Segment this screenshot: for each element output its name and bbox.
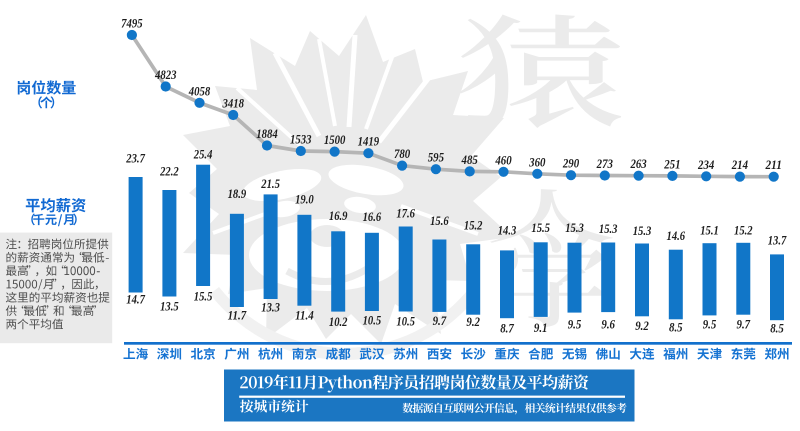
svg-text:4058: 4058 — [188, 83, 211, 98]
svg-text:17.6: 17.6 — [396, 205, 415, 220]
svg-text:251: 251 — [663, 156, 680, 171]
svg-text:1500: 1500 — [324, 132, 346, 147]
svg-text:13.5: 13.5 — [160, 298, 179, 313]
svg-text:9.2: 9.2 — [466, 314, 480, 329]
svg-text:10.2: 10.2 — [329, 314, 348, 329]
svg-text:15.1: 15.1 — [700, 223, 719, 238]
svg-text:211: 211 — [765, 157, 782, 172]
svg-text:10.5: 10.5 — [363, 313, 382, 328]
svg-text:18.9: 18.9 — [228, 186, 247, 201]
svg-text:13.3: 13.3 — [261, 300, 280, 315]
svg-text:15.2: 15.2 — [464, 218, 483, 233]
svg-text:10.5: 10.5 — [396, 313, 415, 328]
svg-text:595: 595 — [428, 150, 445, 165]
svg-text:21.5: 21.5 — [260, 176, 280, 191]
svg-text:3418: 3418 — [222, 96, 245, 111]
svg-text:15.5: 15.5 — [194, 289, 213, 304]
svg-text:1533: 1533 — [290, 132, 312, 147]
svg-text:15.5: 15.5 — [531, 220, 550, 235]
svg-text:234: 234 — [697, 157, 715, 172]
svg-text:263: 263 — [630, 156, 648, 171]
svg-text:14.6: 14.6 — [667, 228, 686, 243]
svg-text:19.0: 19.0 — [295, 192, 314, 207]
svg-text:8.5: 8.5 — [669, 320, 683, 335]
svg-text:13.7: 13.7 — [768, 232, 787, 247]
svg-text:25.4: 25.4 — [193, 146, 213, 161]
svg-text:15.2: 15.2 — [734, 223, 753, 238]
svg-text:4823: 4823 — [154, 67, 177, 82]
svg-text:8.7: 8.7 — [500, 321, 514, 336]
svg-text:9.2: 9.2 — [635, 318, 649, 333]
svg-text:460: 460 — [495, 152, 513, 167]
svg-text:11.4: 11.4 — [295, 307, 314, 322]
svg-text:9.7: 9.7 — [433, 313, 447, 328]
svg-text:1419: 1419 — [358, 134, 380, 149]
svg-text:9.5: 9.5 — [568, 317, 582, 332]
svg-text:23.7: 23.7 — [125, 150, 145, 165]
svg-text:22.2: 22.2 — [159, 163, 179, 178]
svg-text:9.1: 9.1 — [534, 320, 548, 335]
svg-text:14.3: 14.3 — [498, 223, 517, 238]
svg-text:273: 273 — [596, 156, 614, 171]
svg-text:9.5: 9.5 — [703, 316, 717, 331]
svg-text:9.7: 9.7 — [737, 316, 751, 331]
svg-text:780: 780 — [394, 146, 411, 161]
svg-text:15.3: 15.3 — [565, 220, 584, 235]
svg-text:16.6: 16.6 — [363, 209, 382, 224]
svg-text:9.6: 9.6 — [601, 317, 615, 332]
svg-text:15.3: 15.3 — [599, 221, 618, 236]
svg-text:360: 360 — [528, 154, 546, 169]
svg-text:7495: 7495 — [121, 16, 143, 31]
svg-text:16.9: 16.9 — [329, 208, 348, 223]
svg-text:11.7: 11.7 — [228, 307, 247, 322]
svg-text:8.5: 8.5 — [770, 321, 784, 336]
svg-text:14.7: 14.7 — [126, 292, 145, 307]
svg-text:15.6: 15.6 — [430, 213, 449, 228]
svg-text:485: 485 — [461, 152, 479, 167]
svg-text:1884: 1884 — [256, 126, 278, 141]
svg-text:15.3: 15.3 — [633, 223, 652, 238]
svg-text:214: 214 — [731, 157, 749, 172]
svg-text:290: 290 — [562, 156, 580, 171]
